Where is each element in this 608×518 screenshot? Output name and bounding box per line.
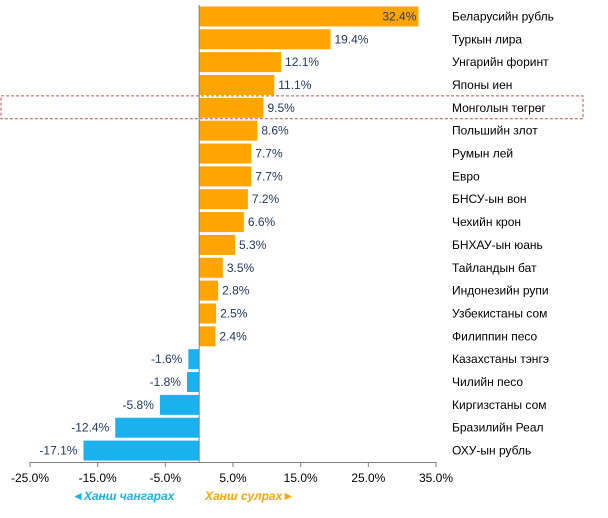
x-tick-label: 5.0% (219, 471, 247, 485)
highlight-box (0, 95, 584, 120)
bar (199, 212, 244, 233)
category-label: Киргизстаны сом (452, 398, 547, 412)
category-label: Узбекистаны сом (452, 306, 547, 320)
value-label: 6.6% (248, 215, 276, 229)
category-label: Чехийн крон (452, 215, 521, 229)
x-tick-label: 15.0% (284, 471, 318, 485)
category-label: Унгарийн форинт (452, 55, 549, 69)
x-tick-label: -5.0% (150, 471, 182, 485)
value-label: -1.6% (151, 352, 183, 366)
bar (199, 326, 216, 347)
bar (199, 257, 223, 278)
value-label: -12.4% (71, 421, 109, 435)
value-label: 5.3% (239, 238, 267, 252)
category-label: Индонезийн рупи (452, 284, 549, 298)
category-label: БНСУ-ын вон (452, 192, 527, 206)
legend-negative-label: ◄Ханш чангарах (72, 489, 176, 503)
bar (186, 372, 200, 393)
category-label: Японы иен (452, 78, 512, 92)
bar (199, 120, 258, 141)
value-label: 19.4% (334, 32, 368, 46)
category-label: Чилийн песо (452, 375, 523, 389)
legend-positive-label: Ханш сулрах► (204, 489, 294, 503)
category-label: Туркын лира (452, 32, 522, 46)
category-label: Беларусийн рубль (452, 9, 554, 23)
x-tick-label: -25.0% (11, 471, 49, 485)
bar (115, 417, 200, 438)
category-label: Румын лей (452, 147, 513, 161)
x-tick-label: -15.0% (79, 471, 117, 485)
category-label: Тайландын бат (452, 261, 537, 275)
bar (199, 303, 217, 324)
category-label: Казахстаны тэнгэ (452, 352, 549, 366)
bar (188, 349, 200, 370)
bar (83, 440, 200, 461)
bar (199, 189, 248, 210)
bar (199, 234, 236, 255)
bar (199, 280, 219, 301)
category-label: БНХАУ-ын юань (452, 238, 543, 252)
value-label: 11.1% (278, 78, 311, 92)
value-label: 2.5% (220, 306, 248, 320)
value-label: 9.5% (267, 101, 295, 115)
value-label: 2.8% (222, 284, 250, 298)
bar (159, 394, 200, 415)
value-label: 7.7% (255, 147, 283, 161)
category-label: Филиппин песо (452, 329, 537, 343)
bar (199, 74, 275, 95)
value-label: 7.7% (255, 169, 283, 183)
bar (199, 52, 282, 73)
category-label: Монголын төгрөг (452, 101, 546, 115)
category-label: Бразилийн Реал (452, 421, 544, 435)
value-label: -17.1% (39, 444, 77, 458)
value-label: -5.8% (123, 398, 155, 412)
value-label: 2.4% (219, 329, 247, 343)
value-label: 7.2% (252, 192, 280, 206)
category-label: ОХУ-ын рубль (452, 444, 531, 458)
bar (199, 29, 331, 50)
value-label: 32.4% (382, 9, 416, 23)
value-label: -1.8% (150, 375, 182, 389)
value-label: 12.1% (285, 55, 319, 69)
value-label: 8.6% (261, 124, 289, 138)
value-label: 3.5% (227, 261, 255, 275)
category-label: Польшийн злот (452, 124, 538, 138)
bar (199, 166, 252, 187)
bar (199, 97, 264, 118)
x-tick-label: 35.0% (419, 471, 453, 485)
category-label: Евро (452, 169, 480, 183)
x-tick-label: 25.0% (351, 471, 385, 485)
bar (199, 143, 252, 164)
bar (199, 6, 419, 27)
